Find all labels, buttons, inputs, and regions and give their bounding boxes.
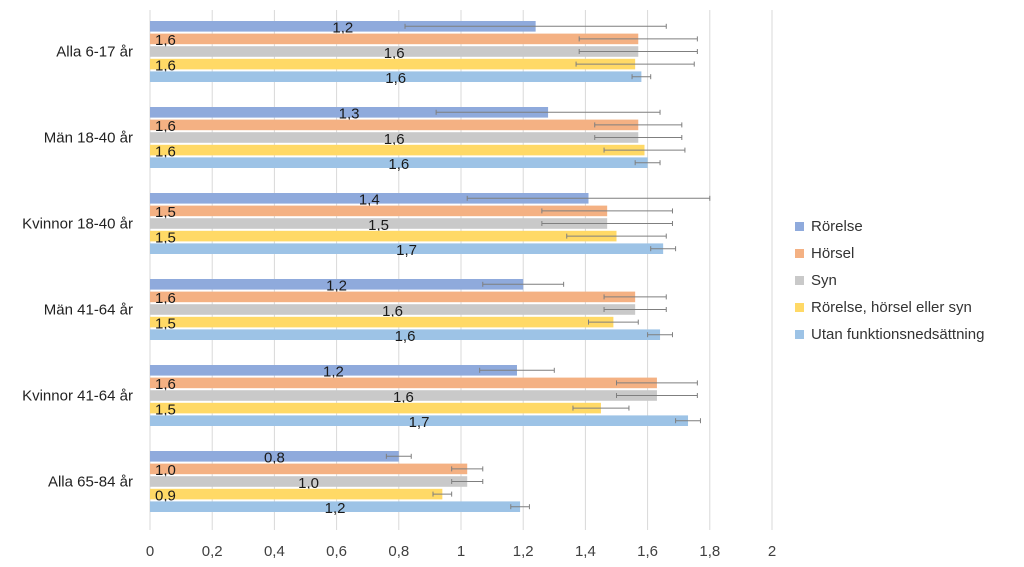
data-label: 1,6: [155, 32, 176, 49]
legend-label: Rörelse, hörsel eller syn: [811, 299, 972, 316]
legend: Rörelse Hörsel Syn Rörelse, hörsel eller sy…: [795, 213, 984, 348]
data-label: 1,2: [332, 20, 353, 37]
data-label: 1,0: [155, 462, 176, 479]
bar-syn: [150, 132, 639, 143]
legend-swatch: [795, 330, 804, 339]
x-tick-label: 0,4: [264, 543, 285, 560]
data-label: 1,2: [325, 500, 346, 517]
legend-swatch: [795, 249, 804, 258]
x-tick-label: 0,2: [202, 543, 223, 560]
legend-swatch: [795, 276, 804, 285]
bar-horsel: [150, 119, 639, 131]
legend-label: Rörelse: [811, 218, 863, 235]
bar-syn: [150, 476, 468, 487]
data-label: 1,6: [155, 57, 176, 74]
data-label: 1,5: [155, 204, 176, 221]
data-label: 1,6: [385, 70, 406, 87]
bar-rorelse-horsel-eller-syn: [150, 316, 614, 328]
data-label: 1,6: [155, 143, 176, 160]
x-tick-label: 1,4: [575, 543, 596, 560]
category-label: Kvinnor 18-40 år: [22, 216, 133, 233]
bar-rorelse: [150, 365, 517, 376]
bar-syn: [150, 304, 636, 315]
x-tick-label: 1,8: [699, 543, 720, 560]
data-label: 1,2: [326, 278, 347, 295]
data-label: 1,6: [393, 389, 414, 406]
legend-item: Rörelse, hörsel eller syn: [795, 294, 984, 321]
legend-label: Hörsel: [811, 245, 855, 262]
x-tick-label: 2: [768, 543, 776, 560]
data-label: 1,6: [384, 131, 405, 148]
data-label: 1,7: [409, 414, 430, 431]
category-label: Män 18-40 år: [44, 130, 133, 147]
bar-rorelse: [150, 107, 549, 118]
legend-item: Syn: [795, 267, 984, 294]
x-tick-label: 1,2: [513, 543, 534, 560]
bar-utan-funktionsnedsattning: [150, 157, 648, 168]
data-label: 1,0: [298, 475, 319, 492]
data-label: 1,6: [395, 328, 416, 345]
bar-rorelse-horsel-eller-syn: [150, 230, 617, 242]
bar-syn: [150, 218, 608, 229]
data-label: 1,5: [155, 401, 176, 418]
bar-horsel: [150, 463, 468, 475]
bar-horsel: [150, 205, 608, 217]
data-label: 1,3: [339, 106, 360, 123]
bar-rorelse: [150, 21, 536, 32]
legend-item: Utan funktionsnedsättning: [795, 321, 984, 348]
bar-horsel: [150, 377, 657, 389]
bar-utan-funktionsnedsattning: [150, 71, 642, 82]
bar-rorelse-horsel-eller-syn: [150, 144, 645, 156]
data-label: 0,8: [264, 450, 285, 467]
category-label: Kvinnor 41-64 år: [22, 388, 133, 405]
bar-syn: [150, 46, 639, 57]
data-label: 1,6: [155, 118, 176, 135]
bar-syn: [150, 390, 657, 401]
bar-utan-funktionsnedsattning: [150, 415, 689, 426]
bar-rorelse-horsel-eller-syn: [150, 488, 443, 500]
data-label: 1,2: [323, 364, 344, 381]
bar-rorelse: [150, 279, 524, 290]
category-label: Alla 6-17 år: [56, 44, 133, 61]
x-tick-label: 1,6: [637, 543, 658, 560]
data-label: 1,6: [384, 45, 405, 62]
bar-horsel: [150, 291, 636, 303]
bar-utan-funktionsnedsattning: [150, 243, 664, 254]
bar-rorelse-horsel-eller-syn: [150, 402, 601, 414]
data-label: 1,6: [388, 156, 409, 173]
legend-swatch: [795, 222, 804, 231]
legend-swatch: [795, 303, 804, 312]
x-tick-label: 0,8: [388, 543, 409, 560]
data-label: 1,5: [155, 229, 176, 246]
bar-rorelse: [150, 193, 589, 204]
x-tick-label: 0: [146, 543, 154, 560]
legend-label: Syn: [811, 272, 837, 289]
legend-label: Utan funktionsnedsättning: [811, 326, 985, 343]
legend-item: Hörsel: [795, 240, 984, 267]
bar-rorelse: [150, 451, 399, 462]
bar-utan-funktionsnedsattning: [150, 329, 661, 340]
data-label: 1,4: [359, 192, 380, 209]
x-tick-label: 0,6: [326, 543, 347, 560]
x-tick-label: 1: [457, 543, 465, 560]
bar-horsel: [150, 33, 639, 45]
category-label: Alla 65-84 år: [48, 474, 133, 491]
bar-utan-funktionsnedsattning: [150, 501, 521, 512]
legend-item: Rörelse: [795, 213, 984, 240]
data-label: 1,5: [368, 217, 389, 234]
data-label: 1,6: [155, 376, 176, 393]
data-label: 1,6: [382, 303, 403, 320]
data-label: 1,7: [396, 242, 417, 259]
data-label: 1,6: [155, 290, 176, 307]
category-label: Män 41-64 år: [44, 302, 133, 319]
bar-rorelse-horsel-eller-syn: [150, 58, 636, 70]
data-label: 1,5: [155, 315, 176, 332]
data-label: 0,9: [155, 487, 176, 504]
